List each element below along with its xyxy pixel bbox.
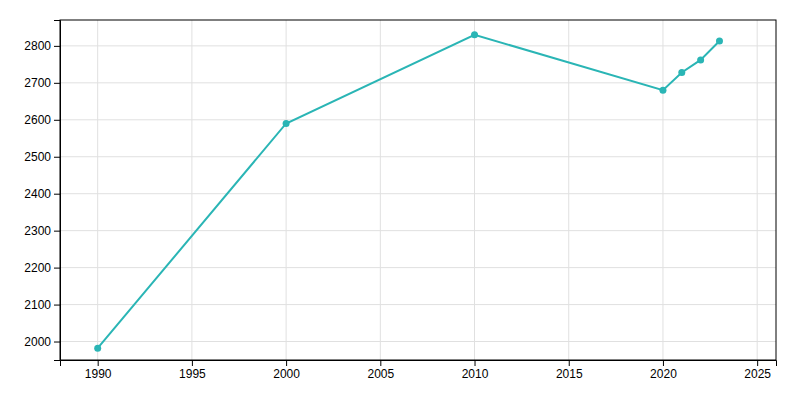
y-tick-mark [54, 46, 60, 47]
x-tick: 2005 [367, 360, 394, 381]
grid-line-y [60, 82, 776, 83]
x-tick: 2020 [650, 360, 677, 381]
grid-line-y [60, 341, 776, 342]
y-tick-label: 2700 [24, 76, 51, 90]
x-tick-label: 1995 [179, 367, 206, 381]
y-tick-mark [54, 268, 60, 269]
point [716, 38, 723, 45]
line [98, 35, 720, 348]
y-tick: 2300 [24, 224, 60, 238]
x-tick-mark [286, 360, 287, 366]
grid-line-y [60, 45, 776, 46]
y-tick: 2400 [24, 187, 60, 201]
y-tick: 2500 [24, 150, 60, 164]
y-tick: 2000 [24, 335, 60, 349]
y-axis-line [54, 21, 61, 361]
grid [60, 20, 776, 360]
grid-line-x [380, 20, 381, 360]
x-axis: 1990 1995 2000 2005 2010 2015 2020 2025 [61, 360, 777, 381]
y-tick-label: 2400 [24, 187, 51, 201]
x-tick: 2010 [462, 360, 489, 381]
y-tick-label: 2800 [24, 39, 51, 53]
y-tick-mark [54, 231, 60, 232]
grid-line-x [662, 20, 663, 360]
grid-line-x [191, 20, 192, 360]
x-tick-label: 2010 [462, 367, 489, 381]
x-tick-label: 1990 [85, 367, 112, 381]
y-tick-mark [54, 342, 60, 343]
x-tick-label: 2015 [556, 367, 583, 381]
y-tick-label: 2200 [24, 261, 51, 275]
point [659, 87, 666, 94]
grid-line-x [286, 20, 287, 360]
y-tick: 2600 [24, 113, 60, 127]
x-tick-label: 2025 [744, 367, 771, 381]
y-tick-label: 2100 [24, 298, 51, 312]
point [678, 69, 685, 76]
grid-line-y [60, 156, 776, 157]
x-tick-mark [569, 360, 570, 366]
y-tick-mark [54, 83, 60, 84]
plot: 1990 1995 2000 2005 2010 2015 2020 2025 2000 2100… [24, 20, 776, 381]
y-tick-mark [54, 120, 60, 121]
y-tick: 2100 [24, 298, 60, 312]
grid-line-y [60, 119, 776, 120]
x-tick-mark [192, 360, 193, 366]
x-tick: 1995 [179, 360, 206, 381]
x-tick-mark [475, 360, 476, 366]
y-tick-mark [54, 305, 60, 306]
x-tick-mark [663, 360, 664, 366]
grid-line-y [60, 304, 776, 305]
x-tick-label: 2020 [650, 367, 677, 381]
point [283, 120, 290, 127]
y-tick-mark [54, 194, 60, 195]
grid-line-y [60, 193, 776, 194]
y-tick-label: 2300 [24, 224, 51, 238]
point [94, 345, 101, 352]
x-tick-mark [757, 360, 758, 366]
y-tick-label: 2500 [24, 150, 51, 164]
point [471, 31, 478, 38]
x-tick: 1990 [85, 360, 112, 381]
x-axis-line [61, 361, 777, 367]
y-tick-label: 2000 [24, 335, 51, 349]
grid-line-x [757, 20, 758, 360]
point [697, 56, 704, 63]
y-axis: 2000 2100 2200 2300 2400 2500 2600 2700 2800 [24, 21, 60, 361]
x-tick: 2015 [556, 360, 583, 381]
y-tick-mark [54, 157, 60, 158]
plot-frame [60, 20, 776, 360]
x-tick-label: 2005 [367, 367, 394, 381]
x-tick-label: 2000 [273, 367, 300, 381]
y-tick: 2800 [24, 39, 60, 53]
x-tick: 2025 [744, 360, 771, 381]
grid-line-y [60, 267, 776, 268]
marks [94, 31, 723, 351]
grid-line-x [474, 20, 475, 360]
y-tick-label: 2600 [24, 113, 51, 127]
grid-line-y [60, 230, 776, 231]
grid-line-x [568, 20, 569, 360]
y-tick: 2700 [24, 76, 60, 90]
x-tick: 2000 [273, 360, 300, 381]
x-tick-mark [98, 360, 99, 366]
x-tick-mark [380, 360, 381, 366]
grid-line-x [97, 20, 98, 360]
chart: 1990 1995 2000 2005 2010 2015 2020 2025 2000 2100… [0, 0, 800, 400]
y-tick: 2200 [24, 261, 60, 275]
